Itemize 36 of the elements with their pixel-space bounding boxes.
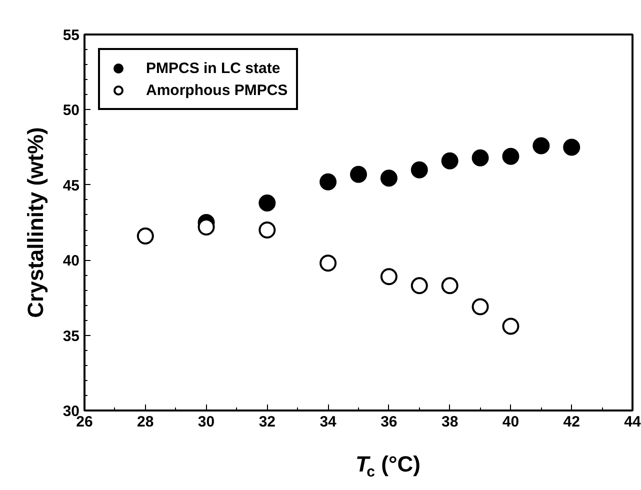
point — [563, 138, 580, 156]
y-tick-label: 40 — [62, 252, 80, 270]
y-tick-label: 55 — [62, 27, 80, 44]
x-tick-label: 30 — [198, 414, 215, 430]
x-tick-label: 34 — [320, 414, 338, 430]
legend-label: PMPCS in LC state — [146, 60, 280, 76]
point — [380, 170, 398, 187]
point — [502, 148, 520, 165]
point — [136, 228, 154, 245]
point — [350, 166, 367, 183]
point — [441, 277, 458, 294]
legend-label: Amorphous PMPCS — [146, 82, 288, 98]
point — [198, 218, 215, 236]
y-tick-label: 50 — [62, 102, 80, 120]
x-tick-label: 44 — [624, 414, 641, 430]
point — [532, 137, 550, 154]
x-tick-label: 36 — [380, 414, 398, 430]
x-tick-label: 28 — [137, 414, 154, 430]
x-tick-label: 40 — [502, 414, 520, 430]
point — [410, 161, 428, 178]
y-axis-title: Crystallinity (wt%) — [22, 127, 48, 318]
point — [380, 268, 398, 286]
point — [410, 277, 428, 294]
point — [441, 152, 458, 170]
point — [320, 254, 337, 272]
point — [258, 194, 276, 212]
point — [258, 222, 276, 239]
y-tick-label: 35 — [62, 328, 80, 345]
y-tick-label: 45 — [62, 177, 80, 194]
x-tick-label: 32 — [258, 414, 276, 430]
x-tick-label: 38 — [441, 414, 458, 430]
point — [502, 318, 520, 335]
point — [472, 298, 489, 316]
point — [472, 149, 489, 166]
x-tick-label: 42 — [563, 414, 580, 430]
point — [320, 173, 337, 190]
